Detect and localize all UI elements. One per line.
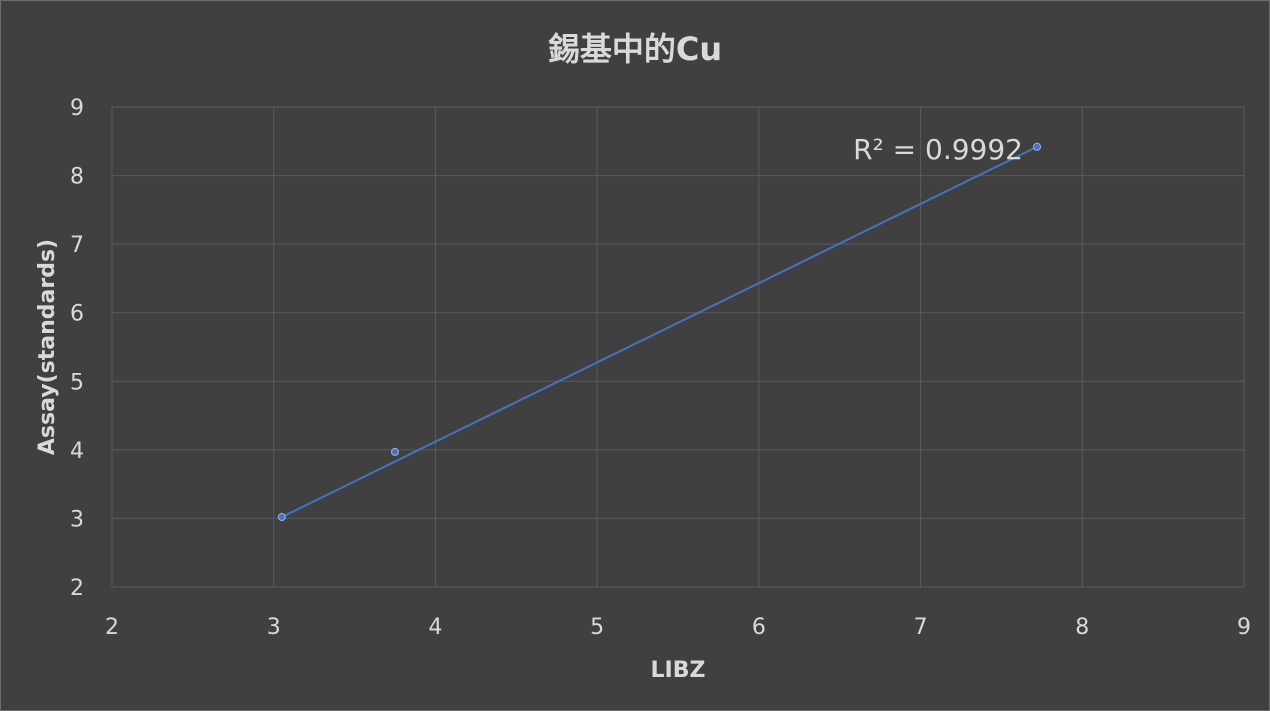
y-tick-label: 6	[70, 302, 84, 327]
x-tick-label: 5	[590, 615, 604, 640]
y-tick-label: 9	[70, 96, 84, 121]
data-point	[277, 513, 286, 522]
y-tick-label: 3	[70, 507, 84, 532]
x-tick-label: 8	[1075, 615, 1089, 640]
x-axis-label: LIBZ	[651, 658, 706, 683]
data-points	[277, 142, 1042, 522]
y-tick-label: 7	[70, 233, 84, 258]
x-tick-label: 2	[105, 615, 119, 640]
y-tick-labels: 2 3 4 5 6 7 8 9	[70, 96, 84, 601]
x-tick-label: 6	[752, 615, 766, 640]
x-tick-label: 7	[914, 615, 928, 640]
trendline	[281, 145, 1038, 518]
x-tick-label: 9	[1237, 615, 1251, 640]
data-point	[1033, 142, 1042, 151]
x-tick-labels: 2 3 4 5 6 7 8 9	[105, 615, 1251, 640]
y-axis-label: Assay(standards)	[35, 239, 60, 455]
y-tick-label: 5	[70, 370, 84, 395]
data-point	[391, 447, 399, 456]
x-tick-label: 4	[428, 615, 442, 640]
x-tick-label: 3	[267, 615, 281, 640]
chart-title: 錫基中的Cu	[548, 30, 722, 68]
y-tick-label: 8	[70, 165, 84, 190]
y-tick-label: 2	[70, 576, 84, 601]
y-tick-label: 4	[70, 439, 84, 464]
grid	[111, 106, 1245, 588]
r-squared-label: R² = 0.9992	[853, 133, 1023, 166]
